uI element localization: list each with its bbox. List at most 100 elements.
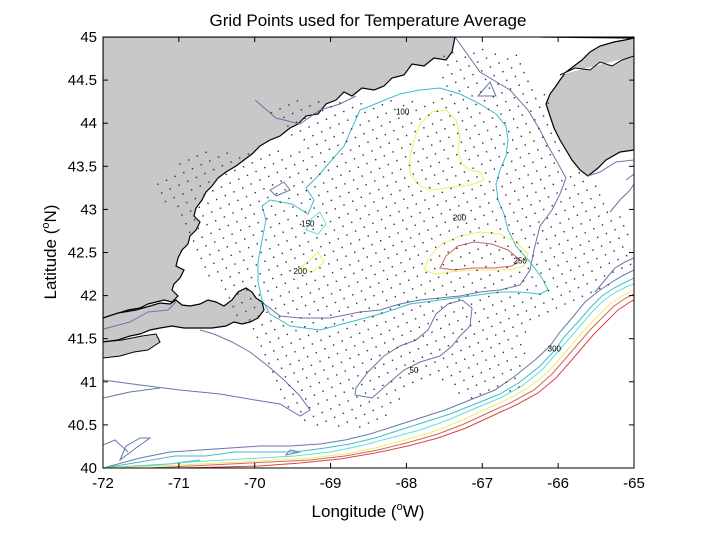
grid-point	[515, 262, 517, 265]
grid-point	[575, 235, 578, 238]
y-tick-label: 41.5	[68, 331, 97, 348]
grid-point	[293, 372, 295, 374]
grid-point	[484, 78, 487, 81]
grid-point	[252, 328, 255, 330]
grid-point	[261, 230, 263, 232]
grid-point	[580, 223, 582, 225]
grid-point	[366, 162, 368, 165]
grid-point	[488, 87, 491, 89]
grid-point	[543, 94, 546, 96]
grid-point	[621, 267, 623, 269]
grid-point	[213, 168, 215, 171]
grid-point	[373, 107, 375, 110]
x-tick-label: -65	[623, 475, 645, 492]
grid-point	[320, 339, 322, 341]
grid-point	[577, 193, 580, 195]
grid-point	[507, 245, 509, 247]
grid-point	[186, 201, 188, 204]
grid-point	[431, 331, 433, 333]
grid-point	[328, 356, 330, 359]
grid-point	[477, 248, 479, 250]
grid-point	[455, 175, 457, 177]
grid-point	[577, 286, 580, 289]
grid-point	[187, 180, 189, 182]
grid-point	[409, 237, 412, 239]
grid-point	[503, 330, 505, 332]
grid-point	[468, 367, 470, 369]
grid-point	[523, 165, 525, 167]
grid-point	[418, 326, 421, 329]
grid-point	[438, 255, 441, 257]
grid-point	[388, 142, 390, 144]
grid-point	[331, 271, 334, 274]
grid-point	[302, 160, 305, 162]
grid-point	[283, 116, 285, 119]
grid-point	[294, 257, 296, 259]
grid-point	[467, 180, 470, 182]
grid-point	[226, 152, 228, 154]
grid-point	[402, 219, 404, 222]
grid-point	[480, 91, 482, 93]
grid-point	[595, 279, 597, 281]
grid-point	[458, 392, 460, 394]
grid-point	[486, 129, 489, 132]
grid-point	[387, 372, 389, 374]
grid-point	[392, 338, 395, 340]
grid-point	[339, 382, 342, 385]
grid-point	[547, 311, 549, 313]
grid-point	[595, 185, 597, 187]
grid-point	[528, 152, 530, 155]
grid-point	[280, 273, 283, 276]
grid-point	[308, 407, 311, 409]
grid-point	[257, 221, 259, 224]
grid-point	[255, 264, 257, 266]
grid-point	[363, 413, 366, 416]
grid-point	[523, 352, 526, 354]
grid-point	[343, 391, 345, 393]
grid-point	[596, 257, 598, 260]
grid-point	[583, 253, 585, 255]
grid-point	[229, 182, 231, 184]
grid-point	[477, 342, 479, 344]
grid-point	[235, 242, 237, 244]
grid-point	[504, 122, 506, 124]
grid-point	[475, 103, 477, 106]
grid-point	[287, 125, 289, 127]
grid-point	[380, 240, 382, 242]
grid-point	[212, 190, 214, 192]
grid-point	[348, 191, 350, 194]
grid-point	[403, 292, 405, 294]
grid-point	[273, 256, 275, 258]
grid-point	[450, 374, 453, 377]
grid-point	[489, 66, 492, 68]
grid-point	[197, 227, 200, 230]
grid-point	[390, 193, 392, 196]
grid-point	[466, 107, 468, 110]
grid-point	[365, 371, 368, 373]
grid-point	[545, 260, 547, 262]
grid-points	[157, 48, 632, 428]
contour-200	[103, 109, 634, 468]
grid-point	[313, 394, 316, 396]
grid-point	[304, 419, 306, 421]
grid-point	[368, 401, 371, 403]
grid-point	[190, 189, 193, 191]
grid-point	[574, 257, 577, 259]
grid-point	[498, 62, 500, 64]
grid-point	[439, 234, 442, 236]
grid-point	[476, 176, 478, 178]
grid-point	[573, 184, 576, 187]
grid-point	[444, 128, 446, 130]
grid-point	[299, 245, 301, 247]
grid-point	[443, 336, 446, 338]
grid-point	[309, 105, 311, 107]
grid-point	[464, 358, 466, 360]
grid-point	[491, 325, 493, 328]
grid-point	[519, 156, 522, 159]
grid-point	[460, 349, 462, 352]
grid-point	[393, 223, 395, 225]
grid-point	[286, 240, 288, 242]
grid-point	[448, 136, 450, 139]
grid-point	[277, 244, 280, 246]
grid-point	[570, 269, 572, 271]
